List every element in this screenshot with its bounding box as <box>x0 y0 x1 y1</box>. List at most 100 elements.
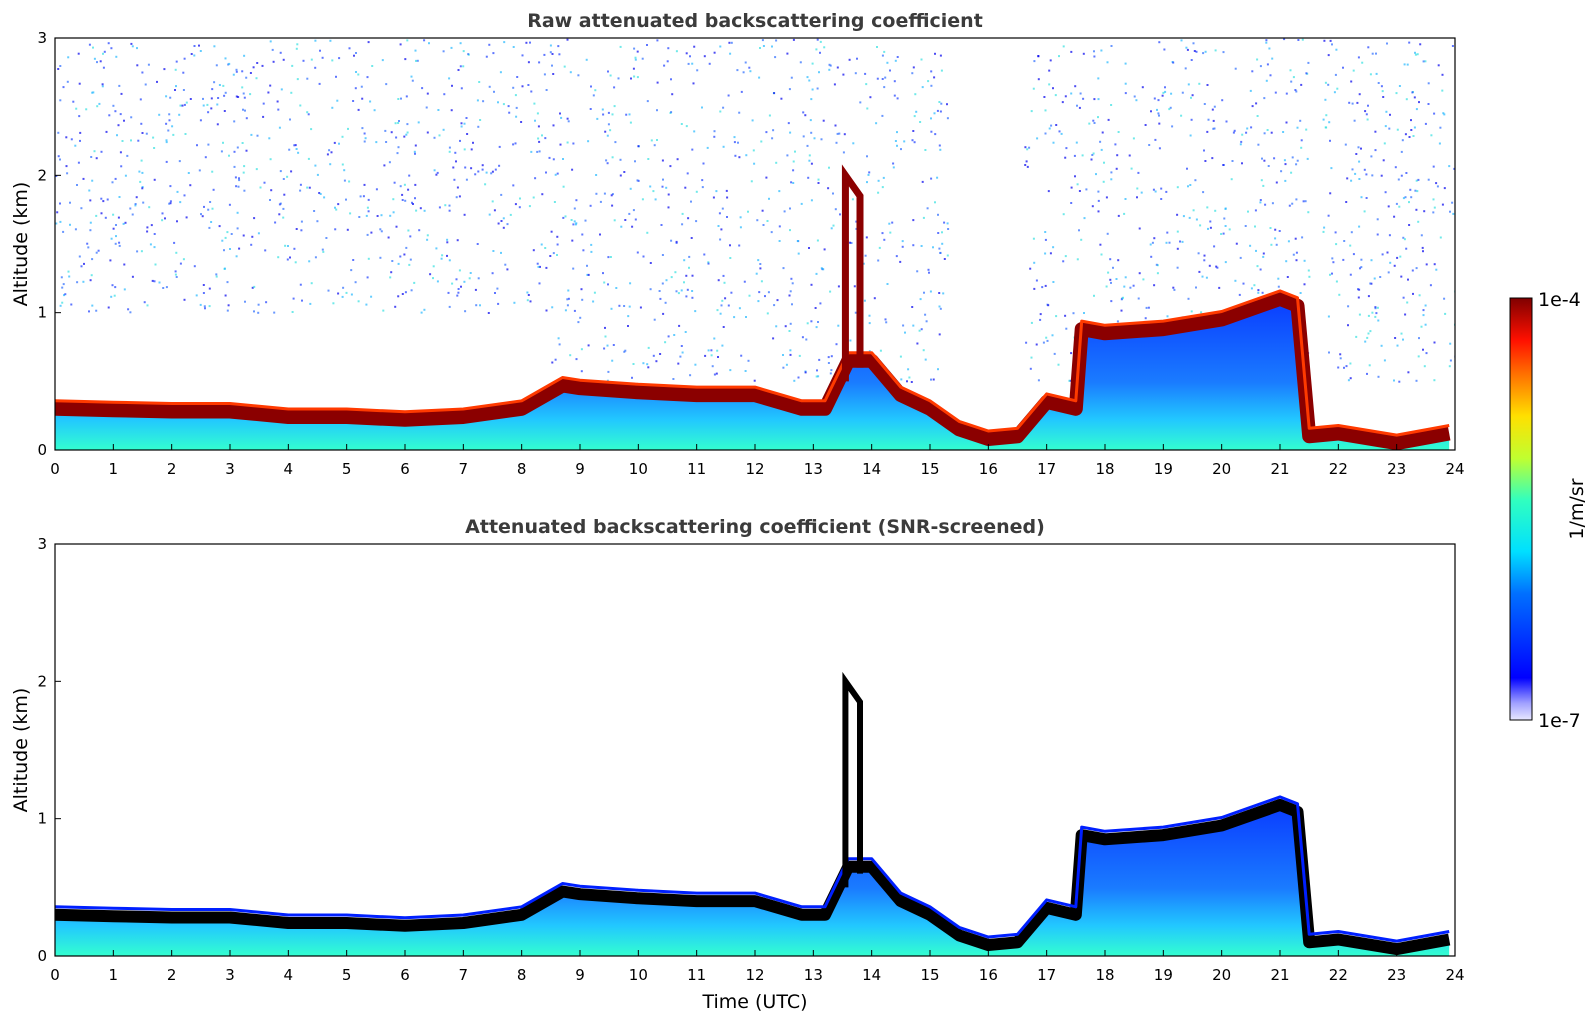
noise-speck <box>77 161 80 164</box>
noise-speck <box>554 358 557 361</box>
noise-speck <box>1291 156 1294 159</box>
noise-speck <box>500 193 503 196</box>
noise-speck <box>277 256 280 259</box>
noise-speck <box>528 205 531 208</box>
noise-speck <box>1437 64 1440 67</box>
noise-speck <box>577 321 580 324</box>
noise-speck <box>201 215 204 218</box>
noise-speck <box>610 194 613 197</box>
noise-speck <box>465 178 468 181</box>
noise-speck <box>1379 276 1382 278</box>
noise-speck <box>1209 226 1212 229</box>
noise-speck <box>182 89 185 91</box>
noise-speck <box>693 45 696 48</box>
noise-speck <box>1443 113 1446 116</box>
noise-speck <box>1140 191 1143 194</box>
noise-speck <box>552 252 555 255</box>
noise-speck <box>707 349 710 352</box>
noise-speck <box>539 265 541 268</box>
noise-speck <box>134 203 137 205</box>
noise-speck <box>288 148 291 151</box>
noise-speck <box>182 258 185 261</box>
noise-speck <box>1408 136 1411 138</box>
noise-speck <box>557 45 560 48</box>
noise-speck <box>1100 49 1103 52</box>
noise-speck <box>1036 137 1039 140</box>
noise-speck <box>556 254 558 256</box>
noise-speck <box>722 106 725 109</box>
noise-speck <box>881 114 884 117</box>
noise-speck <box>162 287 165 289</box>
noise-speck <box>1109 258 1112 261</box>
noise-speck <box>196 144 198 147</box>
noise-speck <box>1083 217 1086 220</box>
noise-speck <box>207 208 210 211</box>
noise-speck <box>627 315 630 318</box>
noise-speck <box>713 337 716 340</box>
noise-speck <box>472 141 474 144</box>
noise-speck <box>662 312 665 315</box>
noise-speck <box>1333 91 1336 94</box>
noise-speck <box>213 81 216 84</box>
noise-speck <box>167 129 170 132</box>
noise-speck <box>1220 233 1223 235</box>
noise-speck <box>864 72 867 75</box>
noise-speck <box>919 121 922 123</box>
noise-speck <box>1308 275 1311 278</box>
noise-speck <box>241 86 244 89</box>
noise-speck <box>418 229 421 232</box>
noise-speck <box>1265 41 1268 44</box>
noise-speck <box>771 137 774 140</box>
noise-speck <box>1070 352 1073 355</box>
noise-speck <box>1250 126 1253 129</box>
noise-speck <box>233 165 236 168</box>
noise-speck <box>1058 55 1060 58</box>
noise-speck <box>198 169 201 172</box>
noise-speck <box>575 358 578 361</box>
noise-speck <box>519 197 521 200</box>
noise-speck <box>1171 125 1174 128</box>
noise-speck <box>406 39 409 42</box>
noise-speck <box>1398 380 1401 383</box>
noise-speck <box>276 100 279 103</box>
noise-speck <box>816 239 819 242</box>
noise-speck <box>691 296 694 299</box>
noise-speck <box>55 222 58 225</box>
noise-speck <box>1305 128 1308 131</box>
noise-speck <box>629 121 632 124</box>
noise-speck <box>757 259 760 262</box>
y-tick-label: 3 <box>37 535 47 553</box>
noise-speck <box>1024 146 1027 149</box>
noise-speck <box>1093 294 1095 297</box>
noise-speck <box>1269 74 1272 77</box>
noise-speck <box>893 94 896 97</box>
noise-speck <box>710 349 713 352</box>
noise-speck <box>1424 304 1427 307</box>
noise-speck <box>216 123 219 126</box>
noise-speck <box>1329 192 1332 195</box>
noise-speck <box>390 271 393 274</box>
noise-speck <box>921 86 924 89</box>
noise-speck <box>1200 311 1203 314</box>
noise-speck <box>713 51 716 54</box>
noise-speck <box>448 305 451 308</box>
noise-speck <box>1295 198 1298 201</box>
noise-speck <box>1124 198 1127 200</box>
noise-speck <box>939 307 942 310</box>
noise-speck <box>721 299 724 302</box>
noise-speck <box>295 148 298 150</box>
noise-speck <box>930 130 933 133</box>
noise-speck <box>934 133 937 136</box>
noise-speck <box>131 45 134 48</box>
noise-speck <box>153 233 156 235</box>
noise-speck <box>282 58 285 61</box>
noise-speck <box>669 165 672 168</box>
noise-speck <box>1336 87 1339 90</box>
noise-speck <box>1093 50 1095 53</box>
noise-speck <box>141 187 144 190</box>
noise-speck <box>664 301 667 304</box>
noise-speck <box>750 180 753 183</box>
noise-speck <box>100 212 103 215</box>
noise-speck <box>204 156 207 159</box>
noise-speck <box>1301 236 1304 239</box>
